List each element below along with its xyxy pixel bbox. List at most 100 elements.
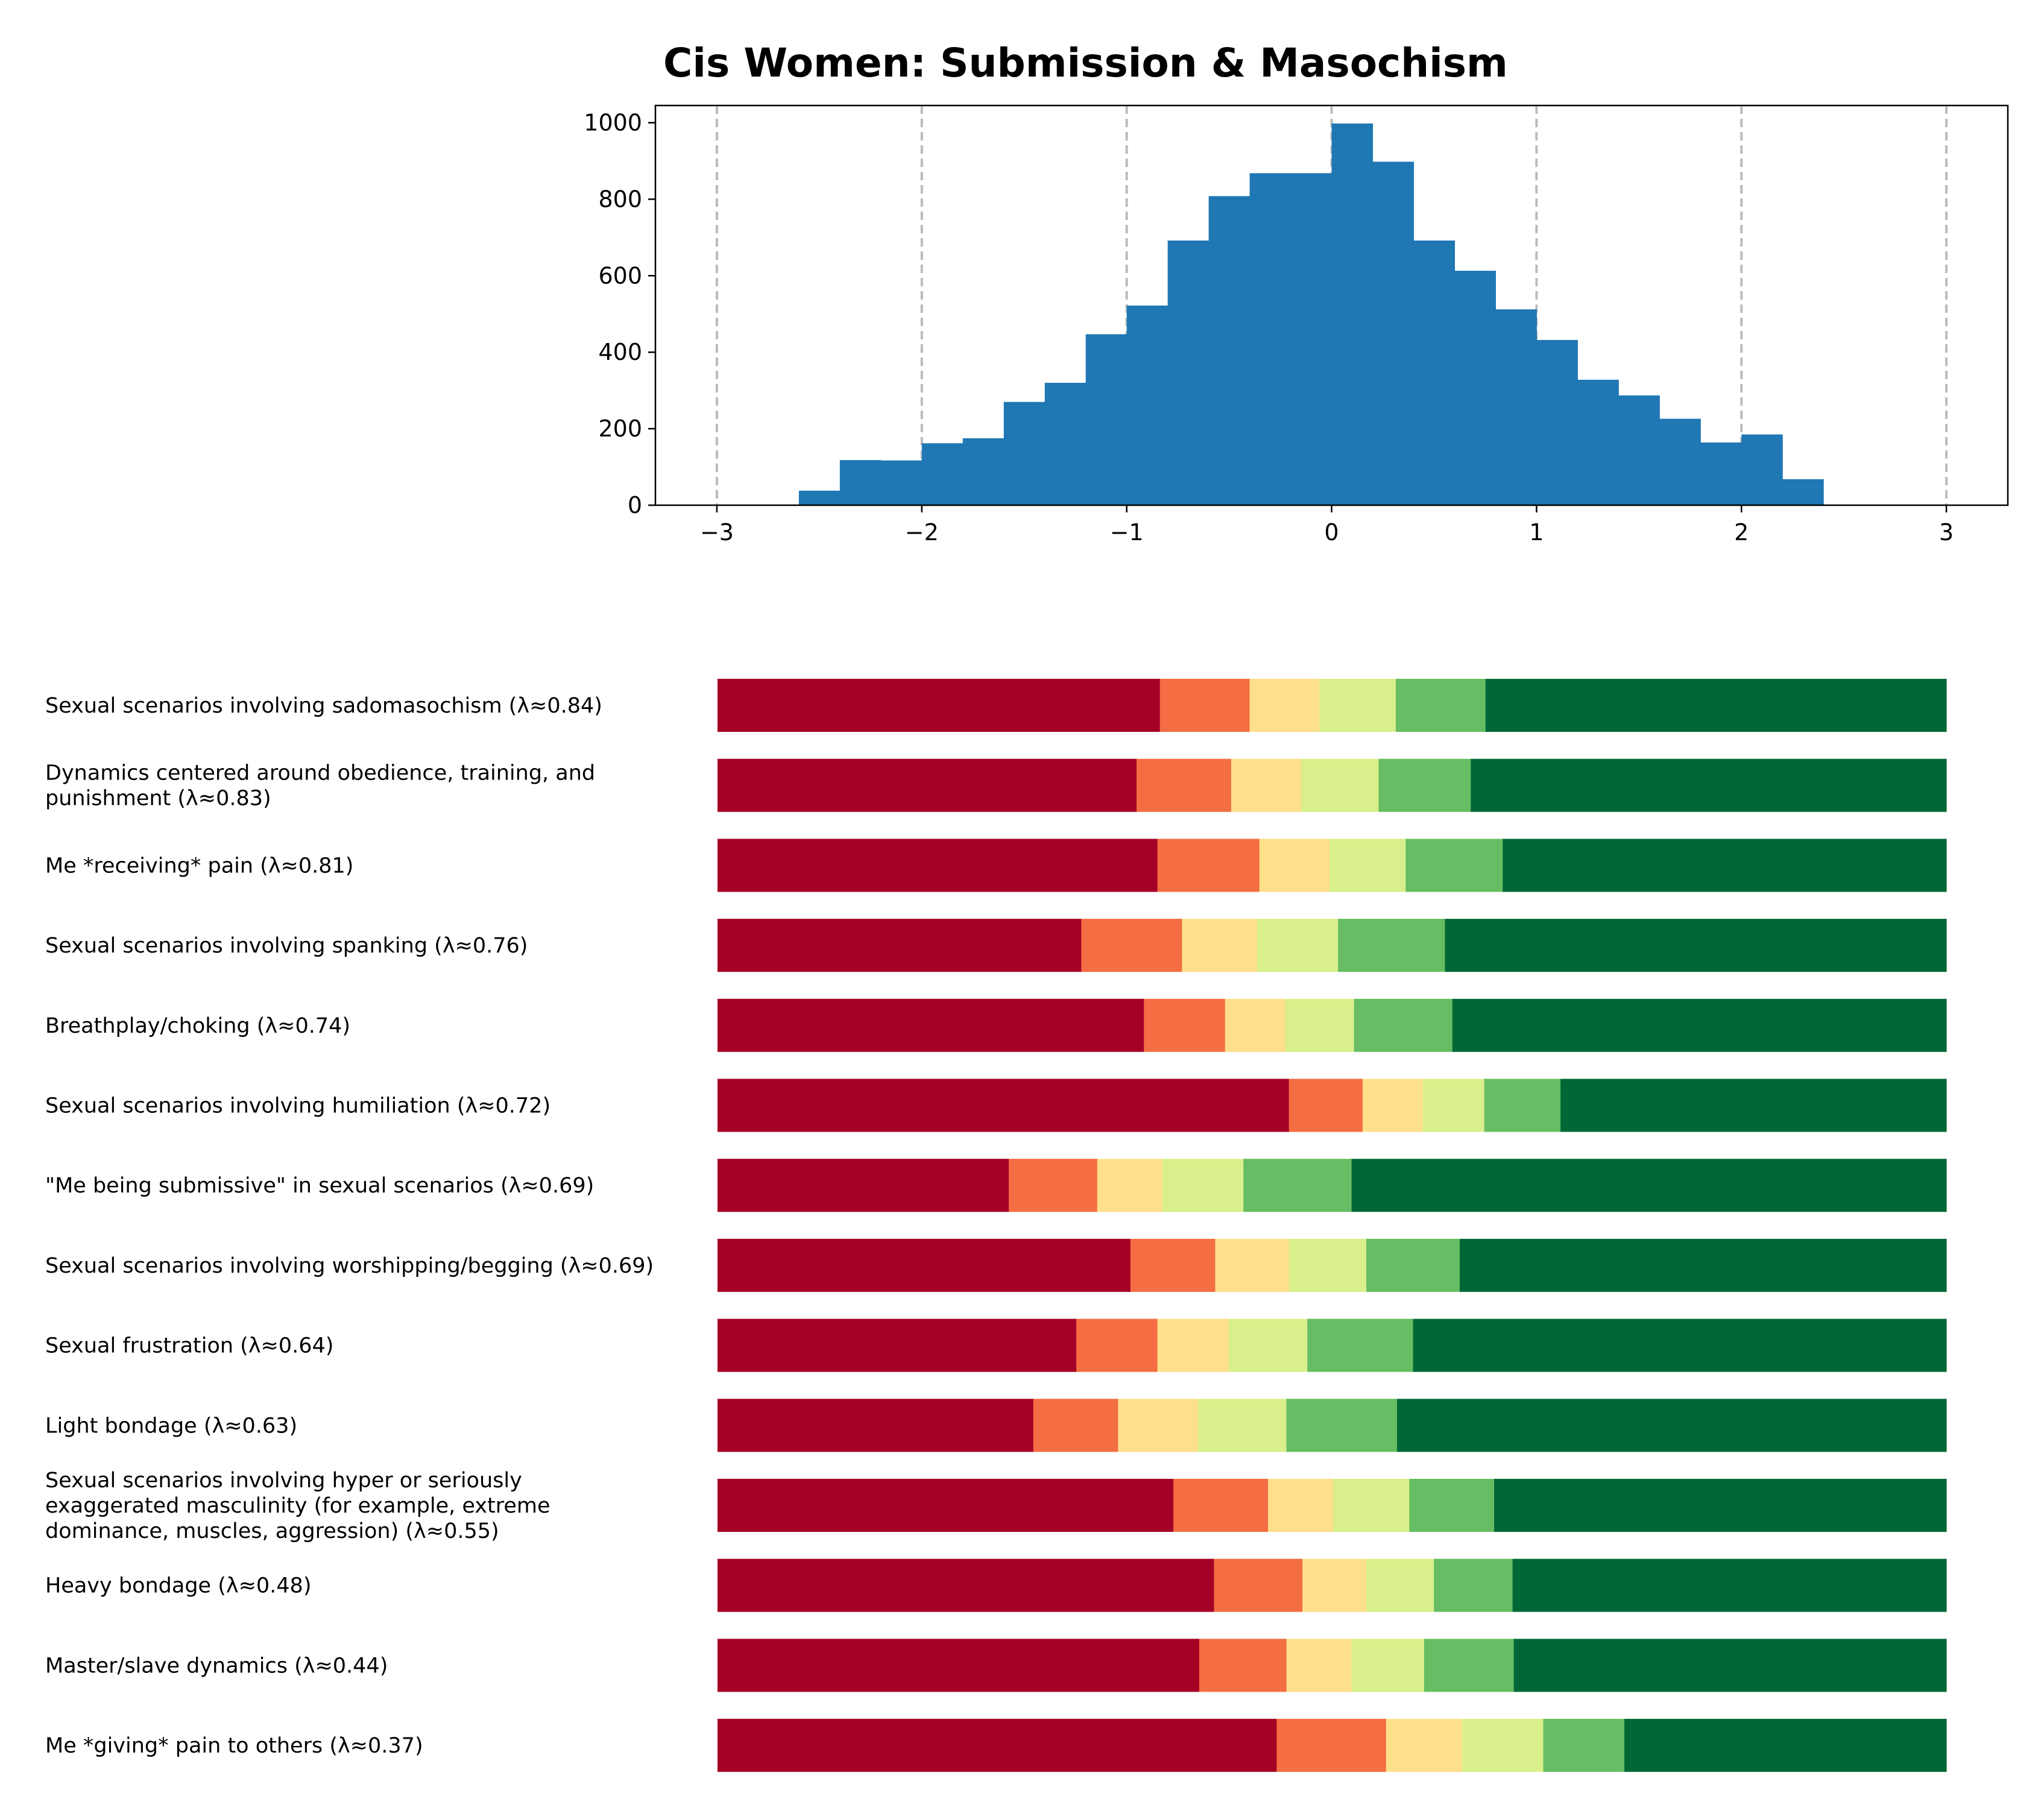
stacked-segment [1289, 1238, 1367, 1292]
histogram-bar [880, 460, 923, 505]
stacked-segment [1413, 1318, 1947, 1372]
stacked-segment [1329, 839, 1406, 892]
stacked-segment [1286, 1639, 1352, 1692]
item-label: Sexual scenarios involving sadomasochism… [45, 694, 602, 718]
histogram-bar [1044, 382, 1087, 505]
stacked-segment [1289, 1079, 1363, 1132]
stacked-segment [1503, 839, 1947, 892]
y-tick-label: 400 [598, 339, 642, 365]
stacked-segment [1351, 1639, 1425, 1692]
stacked-segment [718, 1639, 1200, 1692]
stacked-segment [1225, 998, 1286, 1052]
stacked-segment [1231, 758, 1302, 812]
stacked-segment [1445, 919, 1947, 972]
stacked-segment [718, 1479, 1174, 1532]
histogram-bar [1003, 402, 1046, 505]
item-label: "Me being submissive" in sexual scenario… [45, 1174, 594, 1198]
stacked-segment [1366, 1558, 1434, 1612]
y-tick-label: 200 [598, 415, 642, 442]
stacked-segment [1162, 1159, 1244, 1212]
item-label: Heavy bondage (λ≈0.48) [45, 1574, 311, 1598]
stacked-segment [1199, 1639, 1287, 1692]
stacked-segment [1395, 679, 1486, 732]
histogram-bar [1413, 240, 1456, 505]
stacked-segment [718, 1399, 1034, 1452]
stacked-segment [1009, 1159, 1098, 1212]
stacked-segment [1624, 1719, 1947, 1772]
stacked-segment [1197, 1399, 1287, 1452]
stacked-segment [1118, 1399, 1199, 1452]
item-label: Sexual scenarios involving hyper or seri… [45, 1469, 522, 1493]
stacked-segment [1276, 1719, 1387, 1772]
histogram-bars [798, 123, 1824, 505]
stacked-segment [1386, 1719, 1463, 1772]
histogram-x-axis: −3 −2 −1 0 1 2 3 [700, 505, 1954, 546]
histogram-bar [1085, 334, 1128, 505]
y-tick-label: 1000 [584, 110, 642, 136]
stacked-segment [1378, 758, 1471, 812]
stacked-segment [1351, 1159, 1947, 1212]
stacked-segment [1434, 1558, 1513, 1612]
stacked-segment [1485, 679, 1947, 732]
histogram-bar [1700, 442, 1742, 505]
y-tick-label: 0 [628, 492, 642, 518]
histogram-bar [1167, 240, 1210, 505]
stacked-segment [1215, 1238, 1290, 1292]
stacked-segment [718, 1238, 1131, 1292]
histogram-bar [1126, 305, 1169, 505]
stacked-segment [1424, 1639, 1515, 1692]
histogram-bar [1290, 173, 1333, 505]
stacked-segment [1397, 1399, 1947, 1452]
x-tick-label: 1 [1529, 519, 1544, 546]
x-tick-label: 3 [1939, 519, 1954, 546]
x-tick-label: −2 [905, 519, 939, 546]
stacked-segment [1452, 998, 1947, 1052]
x-tick-label: 0 [1324, 519, 1339, 546]
stacked-segment [1268, 1479, 1334, 1532]
stacked-segment [1560, 1079, 1947, 1132]
histogram-bar [1577, 379, 1619, 505]
histogram-bar [962, 438, 1005, 505]
chart-title: Cis Women: Submission & Masochism [663, 40, 1508, 86]
item-label: Me *giving* pain to others (λ≈0.37) [45, 1734, 423, 1758]
histogram-bar [1741, 434, 1783, 505]
stacked-segment [1366, 1238, 1460, 1292]
stacked-bars [718, 679, 1947, 1772]
stacked-segment [1097, 1159, 1163, 1212]
stacked-segment [1259, 839, 1330, 892]
item-label: Breathplay/choking (λ≈0.74) [45, 1014, 350, 1038]
stacked-segment [1302, 1558, 1367, 1612]
stacked-segment [1333, 1479, 1410, 1532]
stacked-segment [1286, 1399, 1398, 1452]
stacked-segment [718, 1079, 1290, 1132]
stacked-segment [1249, 679, 1320, 732]
x-tick-label: 2 [1734, 519, 1749, 546]
stacked-segment [1243, 1159, 1352, 1212]
item-label: punishment (λ≈0.83) [45, 787, 271, 811]
item-label: dominance, muscles, aggression) (λ≈0.55) [45, 1519, 499, 1543]
stacked-segment [718, 1719, 1277, 1772]
stacked-segment [1459, 1238, 1947, 1292]
histogram-bar [1454, 271, 1496, 505]
stacked-segment [1214, 1558, 1303, 1612]
stacked-segment [1285, 998, 1355, 1052]
histogram-bar [839, 460, 882, 505]
item-label: Sexual scenarios involving humiliation (… [45, 1094, 550, 1118]
y-tick-label: 600 [598, 262, 642, 289]
histogram-bar [1331, 123, 1374, 505]
stacked-segment [718, 1318, 1077, 1372]
histogram-bar [1618, 395, 1660, 505]
histogram-bar [798, 490, 841, 505]
histogram-bar [1659, 418, 1701, 505]
histogram-y-axis: 0 200 400 600 800 1000 [584, 110, 655, 518]
stacked-segment [1157, 839, 1260, 892]
stacked-segment [718, 919, 1082, 972]
histogram-bar [1495, 309, 1537, 505]
item-label: Light bondage (λ≈0.63) [45, 1414, 297, 1438]
stacked-segment [1319, 679, 1396, 732]
item-label: Sexual scenarios involving worshipping/b… [45, 1254, 654, 1278]
stacked-segment [1228, 1318, 1308, 1372]
stacked-segment [718, 1558, 1214, 1612]
histogram-bar [1372, 162, 1415, 505]
